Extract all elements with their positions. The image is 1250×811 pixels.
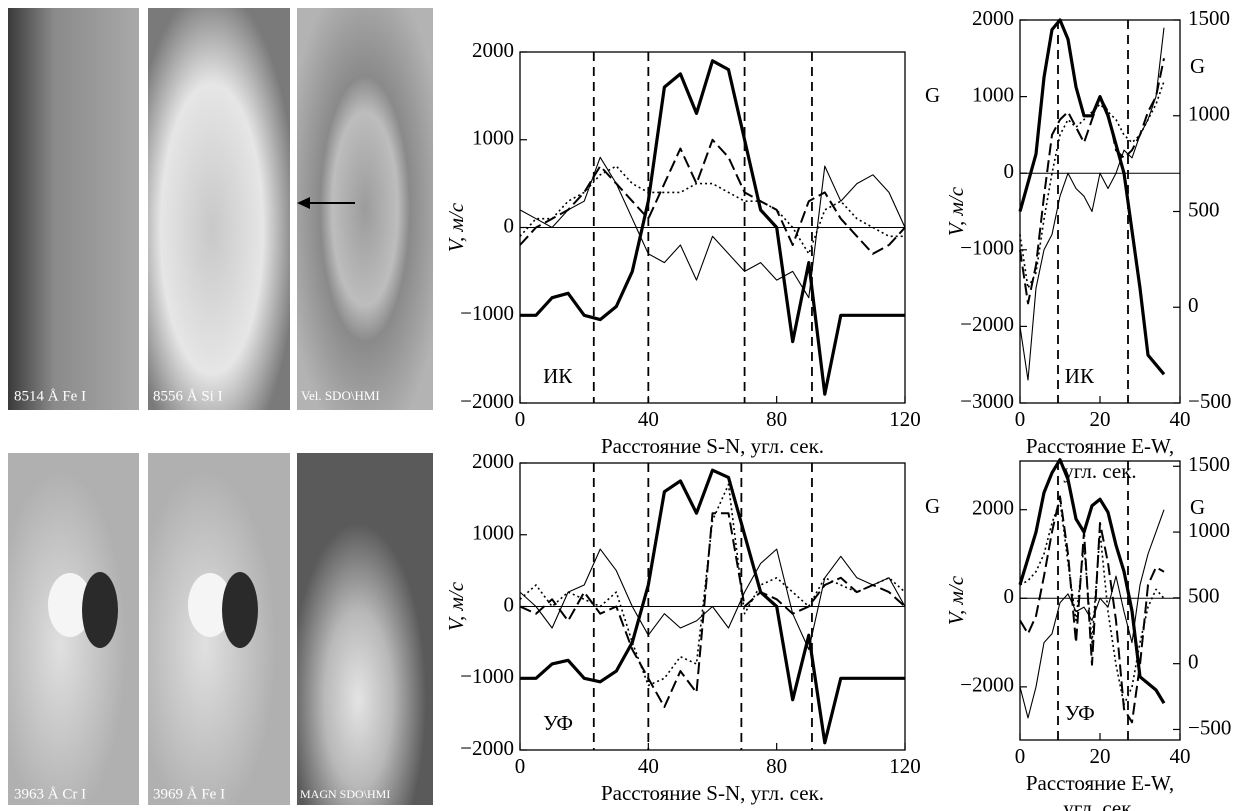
y2-axis-label: G [925,83,940,107]
y-tick-label: −2000 [960,312,1014,336]
x-tick-label: 0 [1015,407,1026,431]
y-tick-label: 2000 [972,6,1014,30]
x-tick-label: 80 [766,407,787,431]
image-feature [48,573,92,637]
y-tick-label: −1000 [960,236,1014,260]
data-line [1019,509,1165,719]
x-tick-label: 20 [1090,407,1111,431]
data-line [1019,495,1165,724]
image [297,8,433,410]
x-tick-label: 0 [515,407,526,431]
y2-tick-label: 1500 [1188,452,1230,476]
y-tick-label: 0 [504,592,515,616]
data-line [520,59,905,396]
y-axis-label: V, м/с [444,581,468,631]
y2-tick-label: −500 [1188,389,1231,413]
y2-axis-label: G [1190,54,1205,78]
y-tick-label: 2000 [472,38,514,62]
data-line [1018,458,1166,705]
y2-tick-label: 1000 [1188,518,1230,542]
data-line [519,548,906,651]
x-tick-label: 120 [889,407,921,431]
image-feature [82,572,118,648]
data-line [519,165,905,255]
x-tick-label: 40 [1170,407,1191,431]
annotation: УФ [543,711,573,735]
y-tick-label: 2000 [472,449,514,473]
y2-tick-label: 1000 [1188,102,1230,126]
plot-frame [1019,460,1181,741]
x-axis-label: Расстояние S-N, угл. сек. [601,434,824,458]
y-tick-label: −2000 [460,736,514,760]
y-tick-label: 1000 [472,521,514,545]
data-line [519,483,906,687]
x-axis-label: Расстояние E-W, [1026,434,1174,458]
y-tick-label: 0 [1004,159,1015,183]
annotation: УФ [1065,701,1095,725]
y-axis-label: V, м/с [944,186,968,236]
y-tick-label: 1000 [472,126,514,150]
data-line [519,138,906,255]
annotation: ИК [543,364,573,388]
data-line [1019,81,1165,289]
y2-tick-label: −500 [1188,715,1231,739]
y2-axis-label: G [925,494,940,518]
y-tick-label: 0 [1004,584,1015,608]
y-tick-label: −3000 [960,389,1014,413]
image-panels: 8514 Å Fe I 8556 Å Si I Vel. SDO\HMI 396… [8,8,433,805]
x-tick-label: 80 [766,754,787,778]
y2-tick-label: 500 [1188,584,1220,608]
x-tick-label: 20 [1090,744,1111,768]
image [297,453,433,805]
data-line [519,512,906,708]
image-feature [222,572,258,648]
y-tick-label: −2000 [960,673,1014,697]
x-tick-label: 40 [1170,744,1191,768]
x-tick-label: 40 [638,754,659,778]
arrow-head [297,197,310,209]
y-tick-label: 0 [504,213,515,237]
x-axis-label: угл. сек. [1063,796,1136,811]
data-line [1019,27,1165,381]
x-axis-label: угл. сек. [1063,459,1136,483]
y2-tick-label: 1500 [1188,6,1230,30]
image-label: MAGN SDO\HMI [300,787,390,801]
image-label: 3963 Å Cr I [14,786,86,802]
y-tick-label: 2000 [972,496,1014,520]
y-tick-label: −1000 [460,664,514,688]
data-line [520,468,905,745]
y2-tick-label: 0 [1188,649,1199,673]
y-axis-label: V, м/с [944,575,968,625]
data-line [1018,18,1166,376]
x-tick-label: 40 [638,407,659,431]
image-label: 3969 Å Fe I [153,786,225,802]
y-tick-label: −1000 [460,301,514,325]
y2-axis-label: G [1190,495,1205,519]
image-label: 8556 Å Si I [153,388,223,404]
y-tick-label: −2000 [460,389,514,413]
y2-tick-label: 0 [1188,293,1199,317]
image [8,8,139,410]
data-line [1019,500,1165,706]
x-tick-label: 0 [1015,744,1026,768]
image-feature [188,573,232,637]
image-label: 8514 Å Fe I [14,388,86,404]
x-axis-label: Расстояние S-N, угл. сек. [601,781,824,805]
data-line [519,156,906,299]
image [148,8,290,410]
image-label: Vel. SDO\HMI [301,388,380,403]
x-axis-label: Расстояние E-W, [1026,771,1174,795]
x-tick-label: 0 [515,754,526,778]
y-tick-label: 1000 [972,82,1014,106]
y-axis-label: V, м/с [444,202,468,252]
x-tick-label: 120 [889,754,921,778]
annotation: ИК [1065,364,1095,388]
y2-tick-label: 500 [1188,197,1220,221]
